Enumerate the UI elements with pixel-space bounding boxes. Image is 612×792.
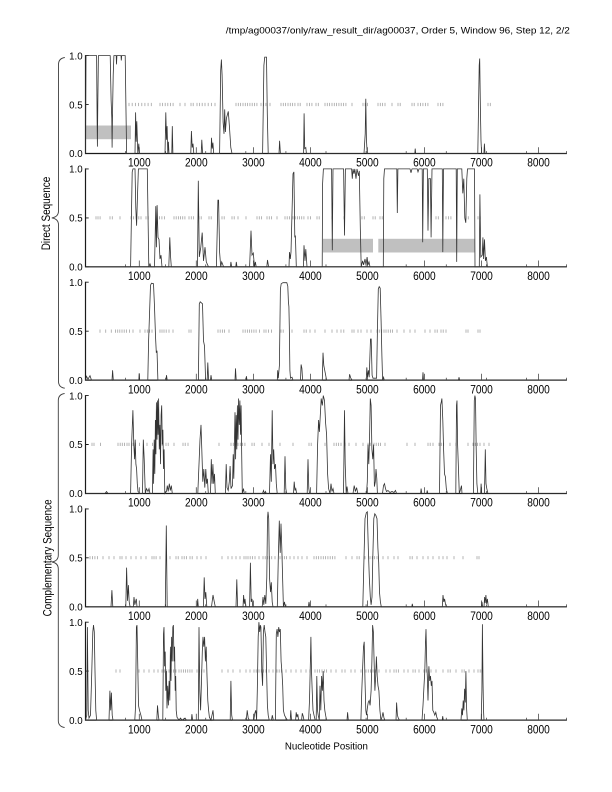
svg-text:8000: 8000 [527, 382, 550, 396]
svg-text:0.5: 0.5 [69, 554, 82, 565]
svg-text:2000: 2000 [185, 382, 208, 396]
svg-text:8000: 8000 [527, 496, 550, 510]
svg-text:3000: 3000 [242, 156, 265, 170]
svg-text:7000: 7000 [470, 269, 493, 283]
svg-text:5000: 5000 [356, 156, 379, 170]
svg-text:7000: 7000 [470, 382, 493, 396]
svg-text:4000: 4000 [299, 156, 322, 170]
svg-text:8000: 8000 [527, 269, 550, 283]
svg-text:7000: 7000 [470, 496, 493, 510]
svg-text:1000: 1000 [128, 722, 151, 736]
svg-text:/tmp/ag00037/only/raw_result_d: /tmp/ag00037/only/raw_result_dir/ag00037… [226, 26, 570, 36]
svg-text:6000: 6000 [413, 156, 436, 170]
svg-text:4000: 4000 [299, 609, 322, 623]
svg-text:0.5: 0.5 [69, 667, 82, 678]
svg-text:0.5: 0.5 [69, 327, 82, 338]
svg-text:1.0: 1.0 [69, 51, 83, 62]
svg-text:2000: 2000 [185, 609, 208, 623]
svg-text:8000: 8000 [527, 609, 550, 623]
svg-text:0.0: 0.0 [69, 376, 83, 387]
svg-text:4000: 4000 [299, 269, 322, 283]
svg-text:5000: 5000 [356, 269, 379, 283]
svg-text:7000: 7000 [470, 156, 493, 170]
svg-text:8000: 8000 [527, 722, 550, 736]
svg-text:4000: 4000 [299, 382, 322, 396]
svg-text:6000: 6000 [413, 496, 436, 510]
svg-text:0.0: 0.0 [69, 489, 83, 500]
svg-text:Direct Sequence: Direct Sequence [40, 177, 53, 251]
svg-text:5000: 5000 [356, 496, 379, 510]
svg-text:1.0: 1.0 [69, 278, 83, 289]
svg-text:3000: 3000 [242, 496, 265, 510]
svg-text:1000: 1000 [128, 156, 151, 170]
svg-text:Nucleotide Position: Nucleotide Position [285, 741, 368, 752]
svg-text:5000: 5000 [356, 609, 379, 623]
svg-text:1000: 1000 [128, 269, 151, 283]
svg-text:5000: 5000 [356, 382, 379, 396]
svg-text:4000: 4000 [299, 722, 322, 736]
svg-text:0.0: 0.0 [69, 149, 83, 160]
svg-text:3000: 3000 [242, 382, 265, 396]
svg-text:1000: 1000 [128, 382, 151, 396]
svg-text:0.5: 0.5 [69, 100, 82, 111]
svg-text:2000: 2000 [185, 722, 208, 736]
svg-text:8000: 8000 [527, 156, 550, 170]
svg-text:0.5: 0.5 [69, 214, 82, 225]
svg-text:1.0: 1.0 [69, 505, 83, 516]
svg-text:3000: 3000 [242, 609, 265, 623]
svg-text:1000: 1000 [128, 496, 151, 510]
svg-text:0.5: 0.5 [69, 440, 82, 451]
svg-text:7000: 7000 [470, 609, 493, 623]
svg-text:0.0: 0.0 [69, 716, 83, 727]
svg-text:5000: 5000 [356, 722, 379, 736]
svg-text:1.0: 1.0 [69, 165, 83, 176]
svg-text:0.0: 0.0 [69, 603, 83, 614]
svg-text:4000: 4000 [299, 496, 322, 510]
svg-text:Complementary Sequence: Complementary Sequence [42, 499, 55, 616]
svg-text:6000: 6000 [413, 269, 436, 283]
svg-text:2000: 2000 [185, 269, 208, 283]
svg-text:3000: 3000 [242, 722, 265, 736]
svg-text:1.0: 1.0 [69, 391, 83, 402]
svg-text:6000: 6000 [413, 609, 436, 623]
svg-text:6000: 6000 [413, 382, 436, 396]
svg-text:6000: 6000 [413, 722, 436, 736]
svg-text:1000: 1000 [128, 609, 151, 623]
svg-text:0.0: 0.0 [69, 263, 83, 274]
svg-text:2000: 2000 [185, 156, 208, 170]
svg-text:7000: 7000 [470, 722, 493, 736]
svg-text:3000: 3000 [242, 269, 265, 283]
svg-text:1.0: 1.0 [69, 618, 83, 629]
svg-text:2000: 2000 [185, 496, 208, 510]
